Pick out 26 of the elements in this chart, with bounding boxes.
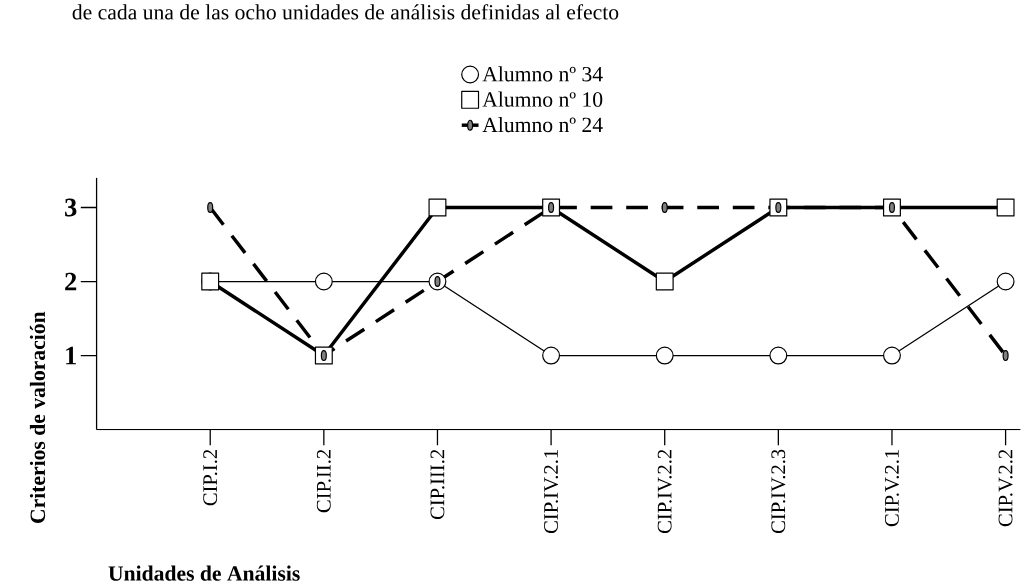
point xyxy=(655,272,674,291)
point xyxy=(314,272,333,291)
x-tick-label: CIP.II.2 xyxy=(316,449,331,513)
legend-label: Alumno nº 34 xyxy=(482,66,603,82)
point xyxy=(655,346,674,365)
point xyxy=(428,198,447,217)
legend-label: Alumno nº 24 xyxy=(482,116,603,133)
legend-label: Alumno nº 10 xyxy=(482,91,603,107)
point xyxy=(996,198,1015,217)
y-tick-label: 3 xyxy=(65,198,77,217)
y-axis-title: Criterios de valoración xyxy=(29,311,46,523)
x-axis-title: Unidades de Análisis xyxy=(108,565,300,581)
y-tick-label: 2 xyxy=(65,272,77,291)
x-tick-label: CIP.IV.2.2 xyxy=(657,449,672,534)
point xyxy=(996,272,1015,291)
point xyxy=(542,346,561,365)
x-tick-label: CIP.IV.2.1 xyxy=(544,450,559,534)
x-tick-label: CIP.I.2 xyxy=(203,449,218,506)
point xyxy=(882,346,901,365)
x-tick-label: CIP.III.2 xyxy=(430,449,445,520)
x-tick-label: CIP.V.2.2 xyxy=(998,449,1013,527)
point xyxy=(769,346,788,365)
chart-title: de cada una de las ocho unidades de análisis definidas al efecto xyxy=(72,4,619,20)
y-tick-label: 1 xyxy=(66,346,76,365)
x-tick-label: CIP.V.2.1 xyxy=(884,450,899,527)
x-tick-label: CIP.IV.2.3 xyxy=(771,449,786,534)
